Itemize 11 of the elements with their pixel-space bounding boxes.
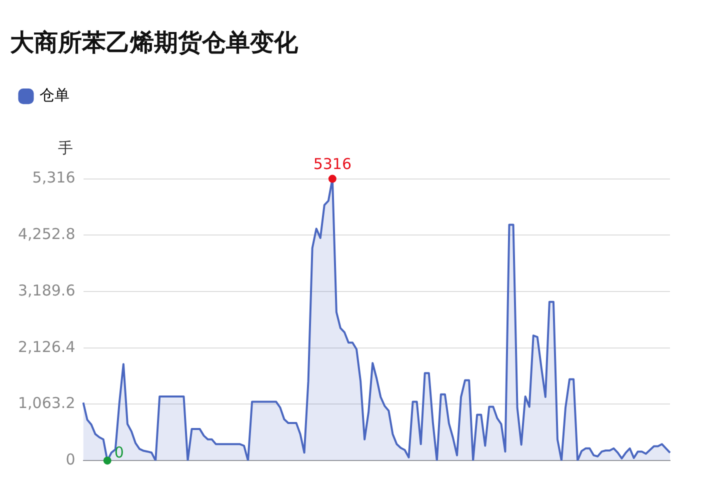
y-axis-title: 手: [58, 139, 73, 158]
y-tick-label: 5,316: [32, 168, 76, 187]
y-tick-label: 2,126.4: [18, 338, 76, 356]
y-tick-label: 0: [66, 450, 76, 468]
chart-title: 大商所苯乙烯期货仓单变化: [10, 28, 299, 57]
annotation: 0: [114, 443, 124, 462]
legend-label: 仓单: [40, 86, 70, 104]
y-tick-label: 3,189.6: [18, 281, 76, 300]
y-tick-label: 4,252.8: [18, 225, 76, 244]
annotation: 5316: [313, 155, 352, 174]
y-tick-label: 1,063.2: [18, 394, 76, 412]
